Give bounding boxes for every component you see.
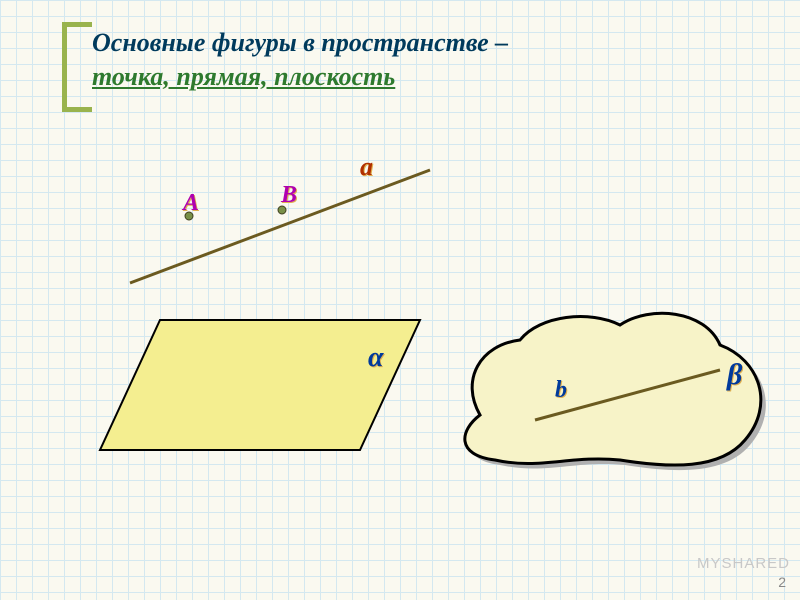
title-line1: Основные фигуры в пространстве – <box>92 28 508 58</box>
plane-alpha <box>100 320 420 450</box>
label-line-b: b <box>555 377 567 404</box>
watermark: MYSHARED <box>697 555 790 572</box>
line-a <box>130 170 430 283</box>
label-plane-beta: β <box>727 358 742 392</box>
label-plane-alpha: α <box>368 342 384 374</box>
label-line-a: a <box>360 152 373 182</box>
title-frame: Основные фигуры в пространстве – точка, … <box>62 22 722 112</box>
label-point-b: B <box>281 182 297 209</box>
label-point-a: A <box>183 190 199 217</box>
title-line2: точка, прямая, плоскость <box>92 62 395 92</box>
plane-beta-shadow <box>470 318 766 470</box>
page-number: 2 <box>778 574 786 590</box>
plane-beta <box>465 313 761 465</box>
title-bracket <box>62 22 92 112</box>
